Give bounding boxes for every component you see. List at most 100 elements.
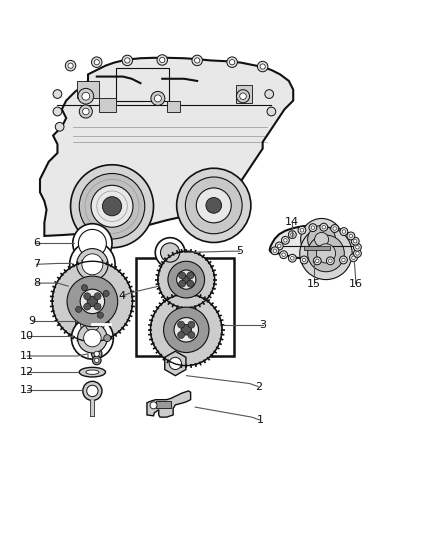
Circle shape: [188, 321, 195, 328]
Circle shape: [125, 58, 130, 63]
Circle shape: [53, 107, 62, 116]
Circle shape: [92, 349, 102, 359]
Circle shape: [356, 246, 359, 249]
Circle shape: [94, 60, 99, 65]
Circle shape: [302, 258, 306, 262]
Circle shape: [300, 227, 352, 280]
Circle shape: [92, 356, 101, 365]
Circle shape: [188, 332, 195, 338]
Circle shape: [82, 92, 90, 100]
Circle shape: [91, 185, 133, 227]
Circle shape: [81, 285, 88, 290]
Circle shape: [237, 90, 250, 103]
Text: 14: 14: [285, 216, 300, 227]
Circle shape: [76, 308, 109, 341]
Circle shape: [271, 247, 279, 255]
Circle shape: [314, 232, 328, 246]
Circle shape: [177, 168, 251, 243]
Circle shape: [206, 198, 222, 213]
Circle shape: [55, 123, 64, 131]
Circle shape: [179, 272, 186, 279]
Circle shape: [273, 249, 277, 253]
Circle shape: [316, 244, 336, 263]
Text: 16: 16: [349, 279, 363, 289]
Circle shape: [181, 325, 191, 335]
Circle shape: [78, 88, 94, 104]
Circle shape: [95, 358, 99, 362]
Circle shape: [52, 261, 133, 342]
Bar: [117, 68, 169, 101]
Circle shape: [70, 241, 115, 287]
Circle shape: [163, 307, 209, 352]
Circle shape: [87, 385, 98, 397]
Circle shape: [122, 55, 133, 66]
Circle shape: [352, 256, 355, 260]
Text: 8: 8: [33, 278, 40, 288]
Bar: [99, 99, 117, 111]
Circle shape: [65, 60, 76, 71]
Circle shape: [179, 280, 186, 287]
Circle shape: [102, 197, 122, 216]
Circle shape: [82, 108, 89, 115]
Text: 11: 11: [20, 351, 34, 361]
Circle shape: [174, 318, 198, 342]
Circle shape: [311, 226, 314, 229]
Circle shape: [265, 90, 274, 99]
Ellipse shape: [86, 370, 99, 374]
Circle shape: [53, 90, 62, 99]
Circle shape: [83, 381, 102, 400]
Circle shape: [278, 244, 281, 248]
Circle shape: [79, 174, 145, 239]
Circle shape: [84, 303, 91, 310]
Circle shape: [157, 55, 167, 65]
Circle shape: [349, 234, 353, 238]
Circle shape: [276, 242, 283, 250]
Circle shape: [82, 254, 103, 275]
Circle shape: [258, 61, 268, 72]
Circle shape: [78, 229, 106, 257]
Circle shape: [282, 236, 289, 244]
Circle shape: [78, 323, 107, 353]
Circle shape: [326, 257, 334, 265]
Circle shape: [158, 251, 215, 308]
Circle shape: [350, 254, 357, 262]
Circle shape: [80, 289, 105, 313]
Circle shape: [73, 224, 112, 263]
Circle shape: [168, 261, 205, 298]
Polygon shape: [270, 225, 359, 261]
Circle shape: [169, 357, 181, 369]
Circle shape: [85, 317, 99, 331]
Circle shape: [309, 224, 317, 231]
Circle shape: [320, 223, 328, 231]
Circle shape: [280, 251, 288, 259]
Text: 9: 9: [28, 316, 35, 326]
Circle shape: [288, 254, 296, 262]
Bar: [155, 400, 171, 408]
Text: 12: 12: [20, 367, 34, 377]
Circle shape: [196, 188, 231, 223]
Circle shape: [187, 280, 194, 287]
Text: 1: 1: [257, 415, 264, 425]
Circle shape: [103, 290, 109, 296]
Circle shape: [331, 224, 339, 232]
Circle shape: [150, 294, 222, 366]
Circle shape: [155, 238, 185, 268]
Circle shape: [353, 244, 361, 251]
Bar: [304, 246, 330, 250]
Circle shape: [347, 232, 355, 240]
Circle shape: [94, 303, 101, 310]
Circle shape: [322, 225, 325, 229]
Bar: [77, 81, 99, 99]
Circle shape: [182, 276, 190, 284]
Circle shape: [94, 351, 99, 357]
Circle shape: [342, 258, 345, 262]
Circle shape: [290, 233, 294, 236]
Circle shape: [79, 105, 92, 118]
Circle shape: [192, 55, 202, 66]
Circle shape: [177, 321, 184, 328]
Circle shape: [71, 317, 113, 359]
Circle shape: [300, 229, 304, 232]
Circle shape: [328, 259, 332, 263]
Text: 4: 4: [119, 291, 126, 301]
Circle shape: [315, 259, 319, 263]
